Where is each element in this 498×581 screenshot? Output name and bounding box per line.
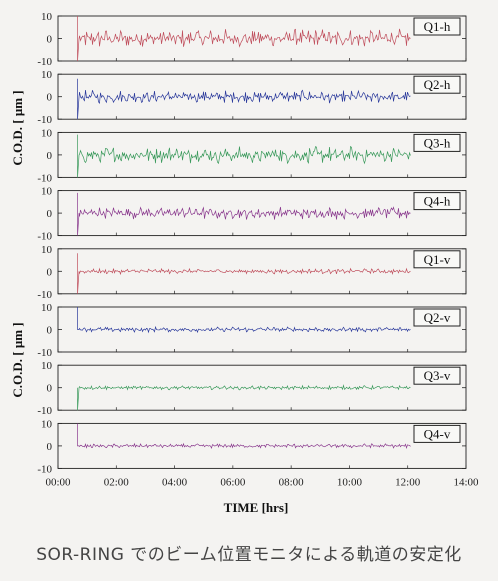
y-tick-label: -10 (37, 347, 52, 359)
y-tick-label: 10 (41, 69, 53, 81)
panel-q3-v: 10 0 -10 Q3-v (37, 360, 467, 417)
panel-q4-v: 10 0 -10 Q4-v (37, 418, 467, 475)
y-axis-label-horizontal: C.O.D. [ μm ] (10, 90, 25, 165)
panel-q1-v: 10 0 -10 Q1-v (37, 244, 467, 301)
panel-label: Q3-v (424, 368, 451, 383)
panel-q3-h: 10 0 -10 Q3-h (37, 127, 467, 184)
x-tick-label: 00:00 (45, 476, 71, 488)
panel-q2-h: 10 0 -10 Q2-h (37, 69, 467, 126)
y-tick-label: -10 (37, 463, 52, 475)
panel-label: Q4-v (424, 426, 451, 441)
panel-label-box (413, 75, 461, 94)
x-axis-label: TIME [hrs] (224, 500, 289, 515)
y-tick-label: 0 (47, 150, 53, 162)
panel-q4-h: 10 0 -10 Q4-h (37, 186, 467, 243)
panel-label-box (413, 17, 461, 36)
y-tick-label: 0 (47, 266, 53, 278)
y-tick-label: -10 (37, 405, 52, 417)
panel-q2-v: 10 0 -10 Q2-v (37, 302, 467, 359)
y-tick-label: 0 (47, 441, 53, 453)
y-tick-label: 0 (47, 92, 53, 104)
y-tick-label: -10 (37, 231, 52, 243)
panel-label-box (413, 308, 461, 327)
x-tick-label: 12:00 (395, 476, 421, 488)
y-tick-label: 0 (47, 325, 53, 337)
y-tick-label: 10 (41, 186, 53, 198)
y-tick-label: -10 (37, 289, 52, 301)
x-tick-label: 08:00 (279, 476, 305, 488)
panel-label: Q4-h (424, 194, 451, 209)
y-tick-label: 10 (41, 418, 53, 430)
panel-label-box (413, 424, 461, 443)
figure-caption: SOR-RING でのビーム位置モニタによる軌道の安定化 (36, 545, 462, 565)
series-line-q4-h (77, 192, 411, 236)
y-tick-label: 10 (41, 244, 53, 256)
y-tick-label: 10 (41, 360, 53, 372)
x-tick-label: 02:00 (104, 476, 130, 488)
x-tick-label: 10:00 (337, 476, 363, 488)
y-tick-label: -10 (37, 56, 52, 68)
panel-label-box (413, 366, 461, 385)
x-tick-label: 04:00 (162, 476, 188, 488)
y-tick-label: 10 (41, 302, 53, 314)
series-line-q4-v (77, 423, 411, 449)
panel-label-box (413, 250, 461, 269)
x-tick-label: 14:00 (453, 476, 479, 488)
series-line-q1-v (77, 253, 411, 294)
y-tick-label: 0 (47, 208, 53, 220)
series-line-q3-h (77, 134, 411, 178)
y-tick-label: 0 (47, 383, 53, 395)
panel-label: Q1-h (424, 19, 451, 34)
panel-label: Q2-h (424, 77, 451, 92)
y-tick-label: 0 (47, 34, 53, 46)
panel-label-box (413, 133, 461, 152)
series-line-q3-v (77, 384, 411, 411)
series-line-q2-h (77, 78, 411, 120)
panel-q1-h: 10 0 -10 Q1-h (37, 11, 467, 68)
y-tick-label: -10 (37, 172, 52, 184)
y-tick-label: 10 (41, 11, 53, 23)
x-tick-label: 06:00 (220, 476, 246, 488)
y-tick-label: 10 (41, 127, 53, 139)
y-tick-label: -10 (37, 114, 52, 126)
panel-label: Q2-v (424, 310, 451, 325)
series-line-q1-h (77, 16, 411, 62)
panel-label: Q1-v (424, 252, 451, 267)
series-line-q2-v (77, 307, 411, 334)
y-axis-label-vertical: C.O.D. [ μm ] (10, 322, 25, 397)
panel-label-box (413, 192, 461, 211)
panel-label: Q3-h (424, 135, 451, 150)
